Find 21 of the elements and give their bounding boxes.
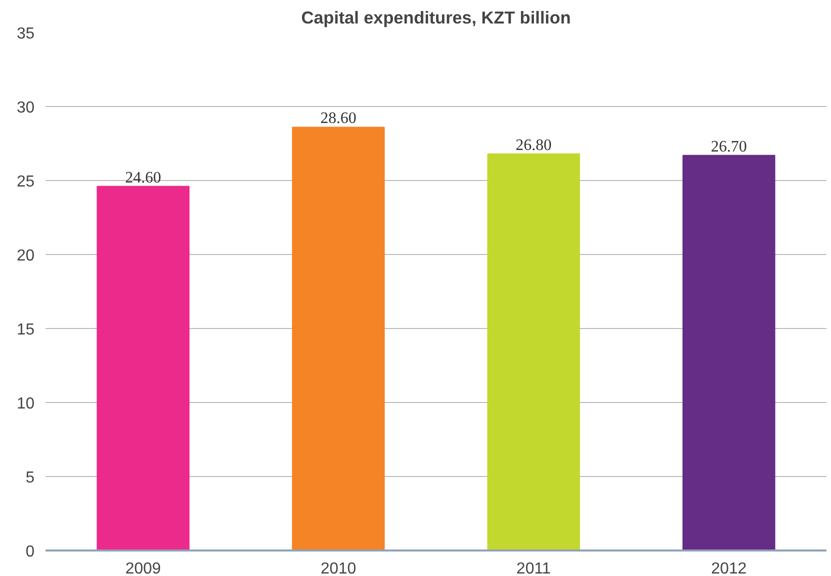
data-label: 24.60 <box>125 169 162 186</box>
x-tick-label: 2012 <box>711 560 747 576</box>
chart-title: Capital expenditures, KZT billion <box>301 8 571 28</box>
y-tick-label: 5 <box>26 470 35 486</box>
y-tick-label: 0 <box>26 544 35 560</box>
bar <box>96 186 190 550</box>
bar <box>487 153 580 550</box>
x-tick-label: 2009 <box>125 560 162 576</box>
y-tick-label: 25 <box>16 174 35 190</box>
bar <box>682 154 776 550</box>
x-tick-label: 2010 <box>320 560 356 576</box>
data-label: 26.80 <box>516 136 552 154</box>
y-tick-label: 15 <box>16 322 35 338</box>
y-tick-label: 10 <box>16 396 35 412</box>
bar <box>292 126 385 550</box>
data-label: 28.60 <box>320 110 356 128</box>
y-tick-label: 20 <box>16 248 35 264</box>
y-tick-label: 30 <box>16 100 35 116</box>
y-tick-label: 35 <box>16 26 35 42</box>
x-tick-label: 2011 <box>516 560 551 576</box>
data-label: 26.70 <box>710 138 747 156</box>
